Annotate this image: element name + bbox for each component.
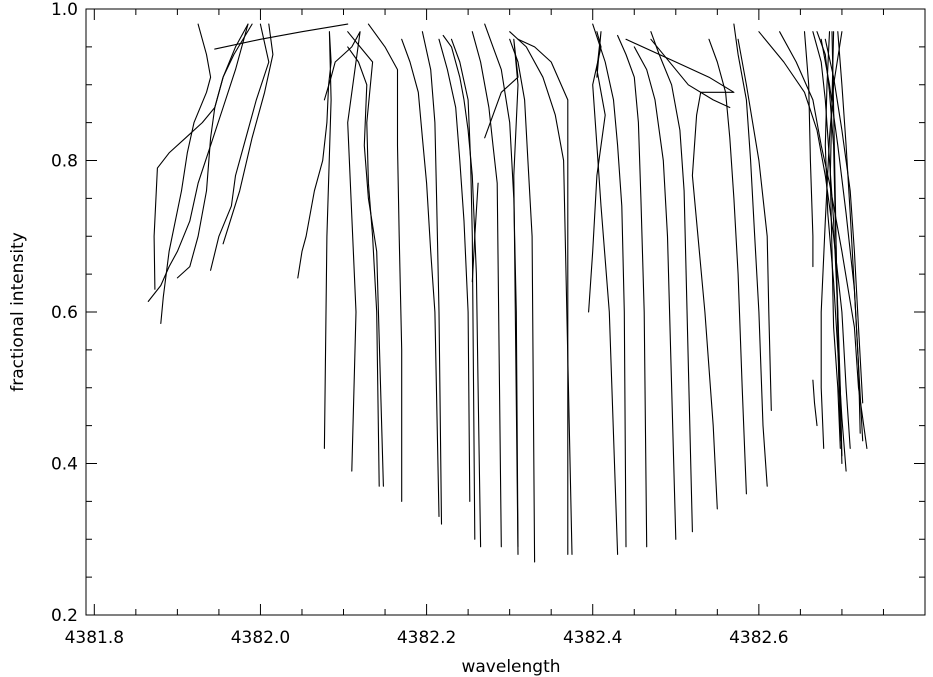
- y-axis-title: fractional intensity: [8, 232, 28, 392]
- y-tick-label: 0.4: [51, 455, 78, 475]
- series-line-32: [650, 38, 731, 109]
- series-line-30: [650, 31, 693, 533]
- series-line-12: [347, 46, 384, 487]
- series-line-21: [484, 38, 519, 555]
- axis-ticks: [86, 8, 926, 616]
- data-series-group: [147, 23, 868, 563]
- series-line-7: [214, 23, 349, 50]
- x-axis-title: wavelength: [461, 657, 560, 677]
- y-tick-label: 0.6: [51, 303, 78, 323]
- series-line-39: [812, 379, 818, 427]
- series-line-34: [733, 23, 768, 487]
- series-line-24: [517, 38, 569, 555]
- series-line-47: [820, 38, 861, 434]
- series-line-4: [176, 23, 249, 279]
- series-line-48: [831, 31, 841, 442]
- x-tick-label: 4381.8: [65, 628, 124, 648]
- series-line-14: [421, 31, 443, 525]
- series-line-26: [592, 31, 619, 555]
- tick-labels: 4381.8 4382.0 4382.2 4382.4 4382.6 0.2 0.4 0.6 0…: [51, 0, 789, 648]
- series-line-29: [633, 46, 677, 540]
- series-line-5: [210, 23, 270, 271]
- series-line-28: [617, 34, 648, 548]
- series-line-15: [438, 38, 471, 502]
- y-tick-label: 0.2: [51, 606, 78, 626]
- series-line-18: [471, 31, 502, 548]
- series-line-20: [484, 23, 519, 548]
- series-line-46: [824, 38, 864, 404]
- series-line-2: [153, 23, 253, 290]
- x-tick-label: 4382.6: [729, 628, 788, 648]
- series-line-31: [625, 38, 735, 510]
- series-line-27: [592, 23, 627, 548]
- plot-frame: [85, 8, 926, 616]
- series-line-1: [147, 23, 249, 302]
- series-line-38: [803, 31, 814, 268]
- series-line-42: [824, 31, 847, 472]
- series-line-9: [323, 31, 361, 472]
- series-line-6: [222, 23, 274, 245]
- series-line-23: [509, 38, 536, 563]
- series-line-22: [509, 31, 573, 555]
- y-tick-label: 1.0: [51, 0, 78, 20]
- x-tick-label: 4382.2: [397, 628, 456, 648]
- series-line-37: [779, 31, 868, 449]
- y-tick-label: 0.8: [51, 152, 78, 172]
- series-line-36: [758, 31, 851, 449]
- x-tick-label: 4382.0: [231, 628, 290, 648]
- series-line-25: [588, 31, 606, 313]
- series-line-19: [471, 182, 479, 283]
- series-line-8: [297, 31, 332, 449]
- series-line-13: [401, 38, 440, 518]
- series-line-33: [708, 38, 747, 495]
- series-line-17: [442, 34, 482, 548]
- x-tick-label: 4382.4: [563, 628, 622, 648]
- series-line-11: [367, 23, 403, 502]
- series-line-10: [347, 31, 380, 487]
- series-line-3: [160, 23, 212, 324]
- series-line-16: [450, 38, 476, 540]
- series-line-35: [737, 38, 772, 412]
